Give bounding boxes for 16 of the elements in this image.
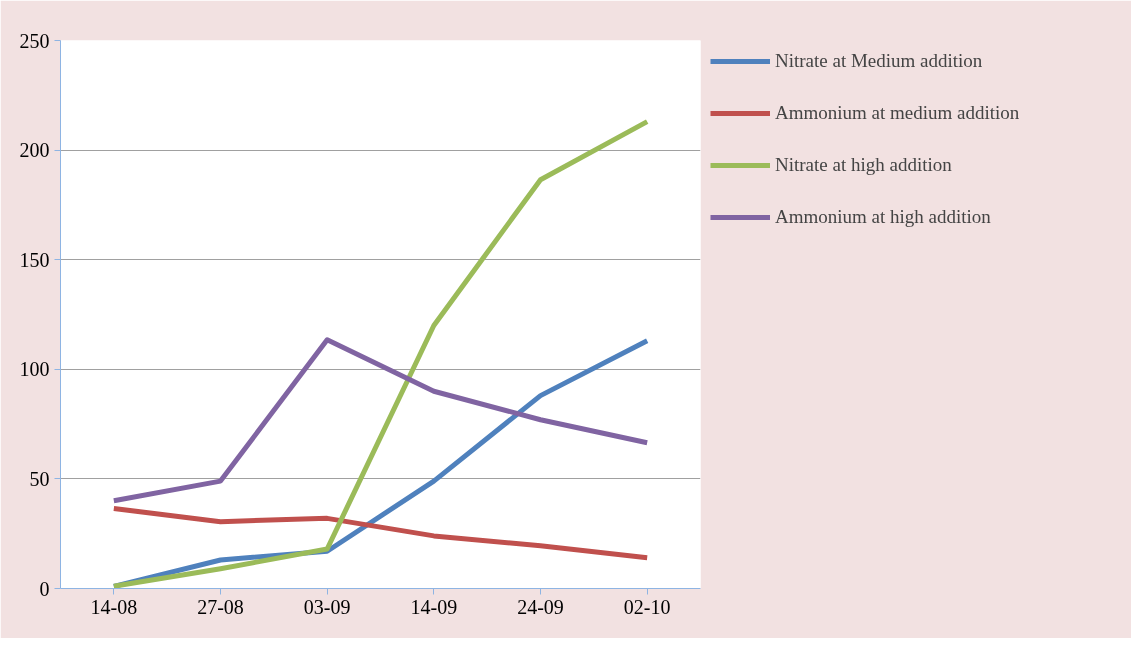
y-tick-label: 200 [19,139,50,162]
x-tick-label: 03-09 [303,595,351,618]
x-tick-label: 14-09 [410,595,458,618]
x-tick-label: 24-09 [517,595,564,618]
y-tick-label: 150 [19,248,50,271]
y-tick-label: 0 [39,577,50,600]
x-tick-label: 27-08 [197,595,244,618]
legend-label: Nitrate at high addition [775,154,952,176]
x-tick-label: 14-08 [90,595,138,618]
legend-label: Nitrate at Medium addition [775,50,983,72]
legend-label: Ammonium at high addition [775,206,991,228]
y-tick-label: 50 [29,467,50,490]
y-tick-label: 100 [19,358,50,381]
legend-label: Ammonium at medium addition [775,102,1020,124]
y-tick-label: 250 [19,29,50,52]
x-tick-label: 02-10 [623,595,671,618]
